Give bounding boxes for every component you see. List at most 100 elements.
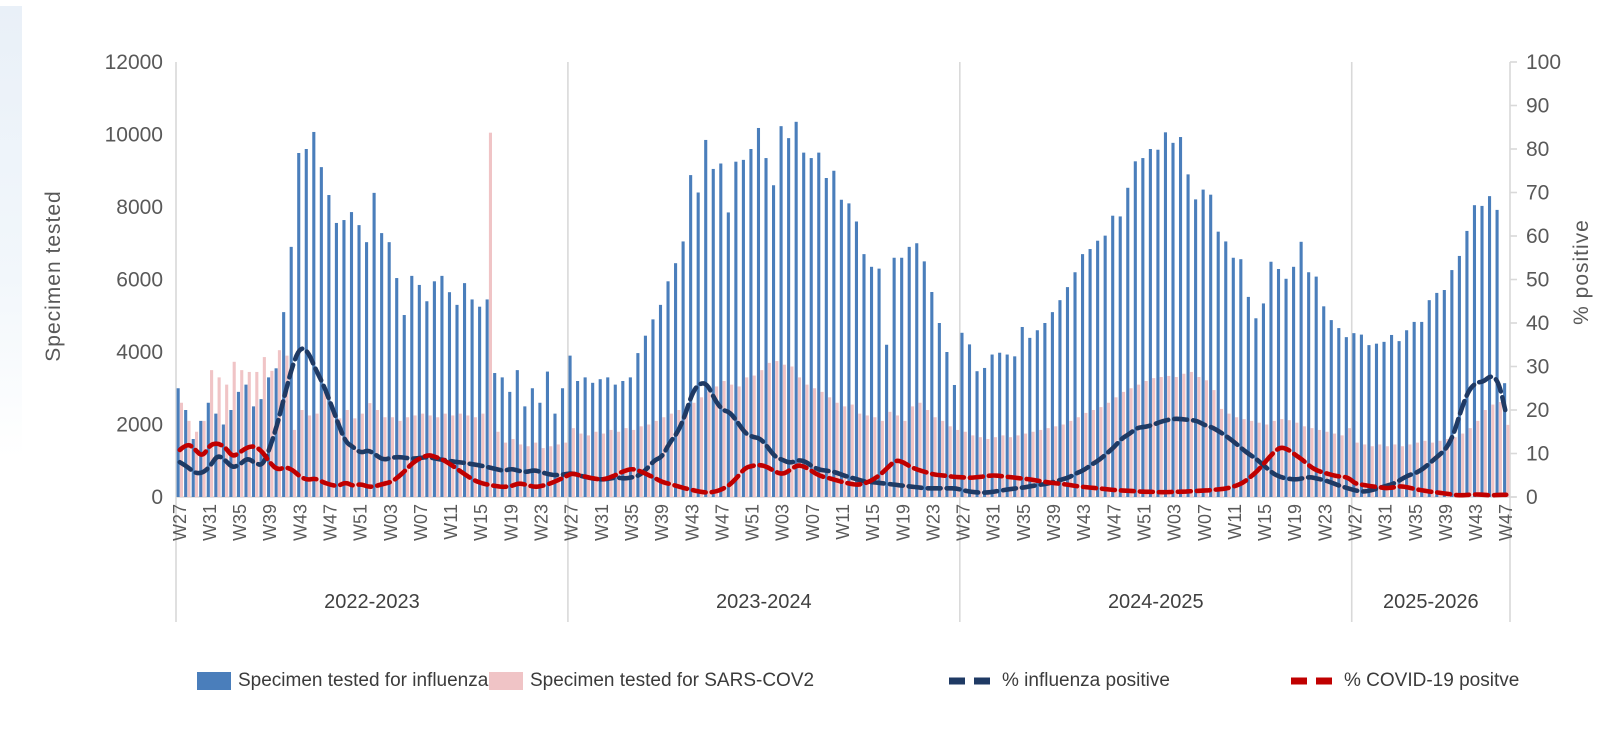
bar-specimen-sarscov2 [1506, 424, 1510, 497]
bar-specimen-sarscov2 [1250, 420, 1254, 497]
bar-specimen-influenza [1050, 312, 1054, 497]
week-tick-label: W47 [1104, 504, 1124, 541]
bar-specimen-sarscov2 [1483, 410, 1487, 497]
chart-legend: Specimen tested for influenza Specimen t… [0, 670, 1620, 700]
bar-specimen-influenza [1495, 209, 1499, 497]
bar-specimen-influenza [304, 149, 308, 497]
bar-specimen-influenza [1141, 158, 1145, 497]
bar-specimen-sarscov2 [1453, 437, 1457, 497]
bar-specimen-influenza [1292, 266, 1296, 497]
bar-specimen-influenza [1487, 196, 1492, 497]
bar-specimen-influenza [1314, 276, 1318, 497]
bar-specimen-sarscov2 [1174, 377, 1178, 497]
bar-specimen-sarscov2 [1031, 431, 1035, 497]
bar-specimen-influenza [297, 152, 301, 498]
bar-specimen-sarscov2 [805, 384, 809, 497]
bar-specimen-influenza [666, 281, 670, 497]
bar-specimen-sarscov2 [1219, 408, 1224, 497]
bar-specimen-influenza [1503, 383, 1507, 497]
bar-specimen-sarscov2 [240, 370, 244, 497]
week-tick-label: W47 [321, 504, 341, 541]
bar-specimen-sarscov2 [617, 431, 621, 497]
bar-specimen-sarscov2 [1348, 428, 1352, 497]
bar-specimen-influenza [1013, 356, 1017, 497]
bar-specimen-influenza [236, 391, 240, 497]
bar-specimen-influenza [365, 242, 369, 497]
bar-specimen-influenza [643, 335, 647, 497]
bar-specimen-sarscov2 [564, 442, 568, 497]
bar-specimen-influenza [493, 373, 497, 497]
bar-specimen-sarscov2 [956, 429, 960, 497]
bar-specimen-sarscov2 [865, 415, 869, 497]
right-axis-tick-label: 20 [1526, 399, 1549, 422]
bar-specimen-influenza [1186, 174, 1190, 497]
bar-specimen-influenza [357, 225, 361, 497]
bar-specimen-influenza [1028, 337, 1032, 497]
bar-specimen-influenza [1035, 330, 1039, 497]
bar-specimen-influenza [591, 382, 595, 497]
bar-specimen-sarscov2 [812, 388, 817, 497]
week-tick-label: W35 [230, 504, 250, 541]
bar-specimen-sarscov2 [926, 410, 930, 497]
bar-specimen-influenza [832, 170, 836, 497]
bar-specimen-sarscov2 [888, 411, 892, 497]
bar-specimen-influenza [1352, 333, 1356, 497]
bar-specimen-influenza [462, 283, 467, 497]
bar-specimen-sarscov2 [767, 362, 771, 497]
bar-specimen-sarscov2 [187, 420, 191, 497]
bar-specimen-influenza [1096, 240, 1100, 497]
bar-specimen-sarscov2 [1084, 412, 1088, 497]
bar-specimen-influenza [613, 384, 617, 497]
bar-specimen-sarscov2 [1430, 442, 1435, 497]
bar-specimen-sarscov2 [1340, 435, 1344, 497]
bar-specimen-sarscov2 [202, 420, 206, 497]
bar-specimen-sarscov2 [1242, 419, 1246, 497]
bar-specimen-influenza [915, 243, 919, 497]
bar-specimen-sarscov2 [639, 426, 643, 497]
bar-specimen-influenza [749, 149, 753, 497]
bar-specimen-sarscov2 [1287, 420, 1291, 497]
right-axis-tick-label: 30 [1526, 356, 1549, 379]
bar-specimen-sarscov2 [1317, 429, 1322, 497]
bar-specimen-sarscov2 [775, 361, 779, 497]
bar-specimen-influenza [772, 185, 776, 497]
bar-specimen-influenza [1194, 199, 1198, 497]
line-influenza-positive [177, 346, 1509, 495]
bar-specimen-influenza [184, 410, 188, 497]
bar-specimen-sarscov2 [1054, 426, 1058, 497]
bar-specimen-influenza [1103, 235, 1107, 497]
bar-specimen-sarscov2 [730, 384, 734, 497]
bar-specimen-influenza [990, 354, 994, 497]
bar-specimen-influenza [869, 266, 874, 497]
bar-specimen-influenza [1276, 268, 1281, 497]
bar-specimen-influenza [606, 377, 610, 497]
bar-specimen-influenza [1367, 345, 1371, 497]
bar-specimen-sarscov2 [918, 402, 922, 497]
bar-specimen-sarscov2 [285, 355, 289, 497]
bar-specimen-sarscov2 [586, 435, 590, 497]
bar-specimen-influenza [892, 257, 896, 497]
bar-specimen-sarscov2 [1182, 373, 1186, 497]
bar-specimen-influenza [681, 241, 685, 497]
bar-specimen-influenza [1374, 343, 1379, 497]
legend-item-sarscov2-specimens: Specimen tested for SARS-COV2 [489, 670, 814, 692]
week-tick-label: W51 [351, 504, 371, 541]
bar-specimen-sarscov2 [1393, 444, 1397, 497]
bar-specimen-sarscov2 [843, 406, 847, 497]
bar-specimen-influenza [1216, 231, 1220, 497]
bar-specimen-sarscov2 [458, 413, 462, 497]
bar-specimen-sarscov2 [1378, 444, 1382, 497]
bar-specimen-sarscov2 [292, 429, 297, 497]
right-axis-title: % positive [1570, 219, 1593, 325]
bar-specimen-sarscov2 [1167, 375, 1171, 497]
bar-specimen-influenza [952, 384, 956, 497]
bar-specimen-influenza [327, 195, 331, 497]
bar-specimen-influenza [756, 127, 761, 497]
bar-specimen-sarscov2 [986, 439, 990, 497]
week-tick-label: W11 [441, 504, 461, 540]
bar-specimen-sarscov2 [722, 381, 726, 497]
right-axis-tick-label: 60 [1526, 225, 1549, 248]
bar-specimen-sarscov2 [1370, 446, 1374, 497]
week-tick-label: W23 [1315, 504, 1335, 541]
bar-specimen-influenza [1254, 318, 1258, 497]
